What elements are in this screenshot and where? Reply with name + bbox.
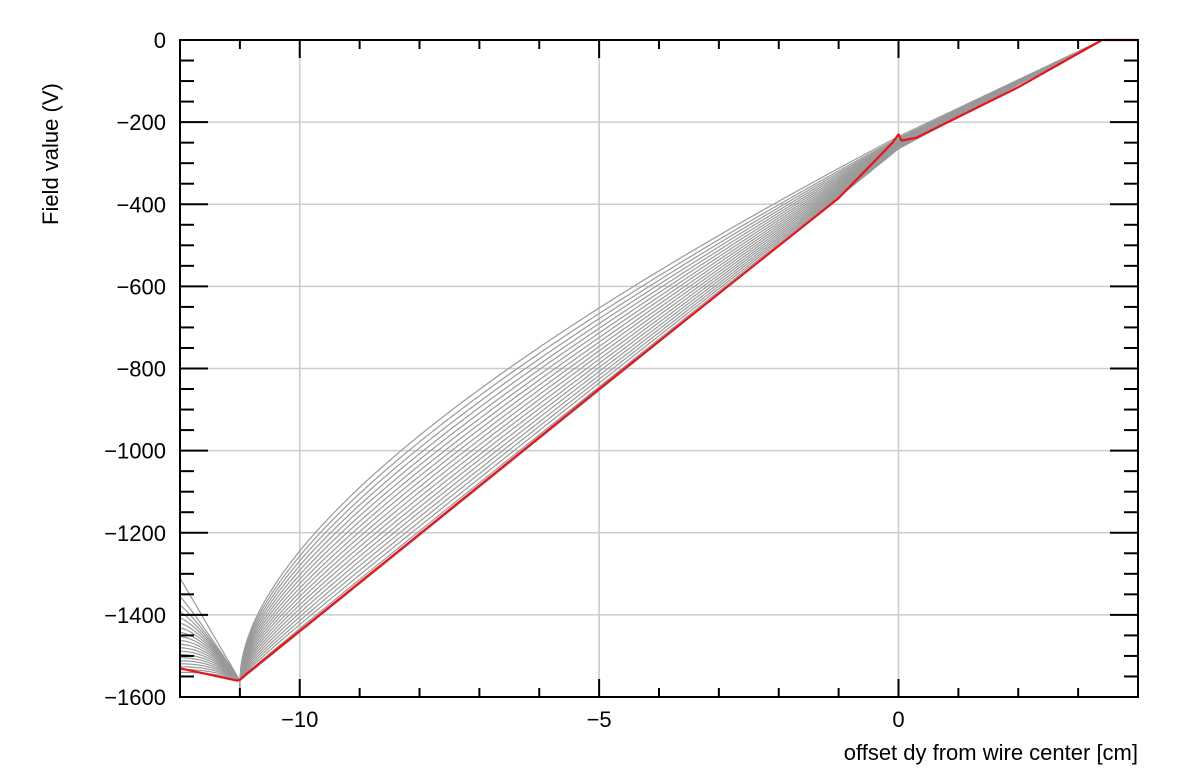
gray-curve <box>179 39 1138 683</box>
gray-curve <box>179 39 1138 683</box>
gray-curve <box>180 39 1138 682</box>
y-tick-label: −1600 <box>104 685 166 710</box>
x-axis-label: offset dy from wire center [cm] <box>844 740 1138 765</box>
gray-curve <box>179 39 1138 683</box>
gray-curve <box>179 39 1138 682</box>
gray-curve <box>180 39 1138 682</box>
gray-curve <box>179 39 1138 683</box>
y-tick-label: −1200 <box>104 521 166 546</box>
red-curve <box>179 38 1138 682</box>
gray-curve <box>180 39 1138 682</box>
tick-labels: −10 −5 0 0 −200 −400 −600 −800 −1000 −1200 −1400 −1… <box>104 28 904 732</box>
y-tick-label: −1000 <box>104 439 166 464</box>
gray-curve <box>179 39 1138 683</box>
gray-curve <box>180 39 1138 682</box>
gray-curve <box>179 39 1138 683</box>
gray-curve <box>180 39 1138 682</box>
grid-lines <box>180 39 1138 698</box>
gray-curve <box>179 39 1138 682</box>
gray-curve <box>180 39 1138 682</box>
y-axis-label: Field value (V) <box>38 83 63 225</box>
x-tick-label: 0 <box>892 707 904 732</box>
y-tick-label: 0 <box>154 28 166 53</box>
y-tick-label: −1400 <box>104 603 166 628</box>
gray-curve <box>179 39 1138 683</box>
y-tick-label: −200 <box>116 110 166 135</box>
x-tick-label: −5 <box>587 707 612 732</box>
x-tick-label: −10 <box>281 707 318 732</box>
y-tick-label: −600 <box>116 274 166 299</box>
red-series <box>179 38 1138 682</box>
gray-curve <box>180 39 1138 682</box>
gray-curve <box>180 39 1138 682</box>
gray-curve <box>179 39 1138 682</box>
y-tick-label: −400 <box>116 192 166 217</box>
gray-curve-family <box>179 39 1138 695</box>
axis-ticks <box>179 39 1139 698</box>
gray-curve <box>179 39 1138 683</box>
gray-curve <box>179 39 1138 683</box>
y-tick-label: −800 <box>116 357 166 382</box>
